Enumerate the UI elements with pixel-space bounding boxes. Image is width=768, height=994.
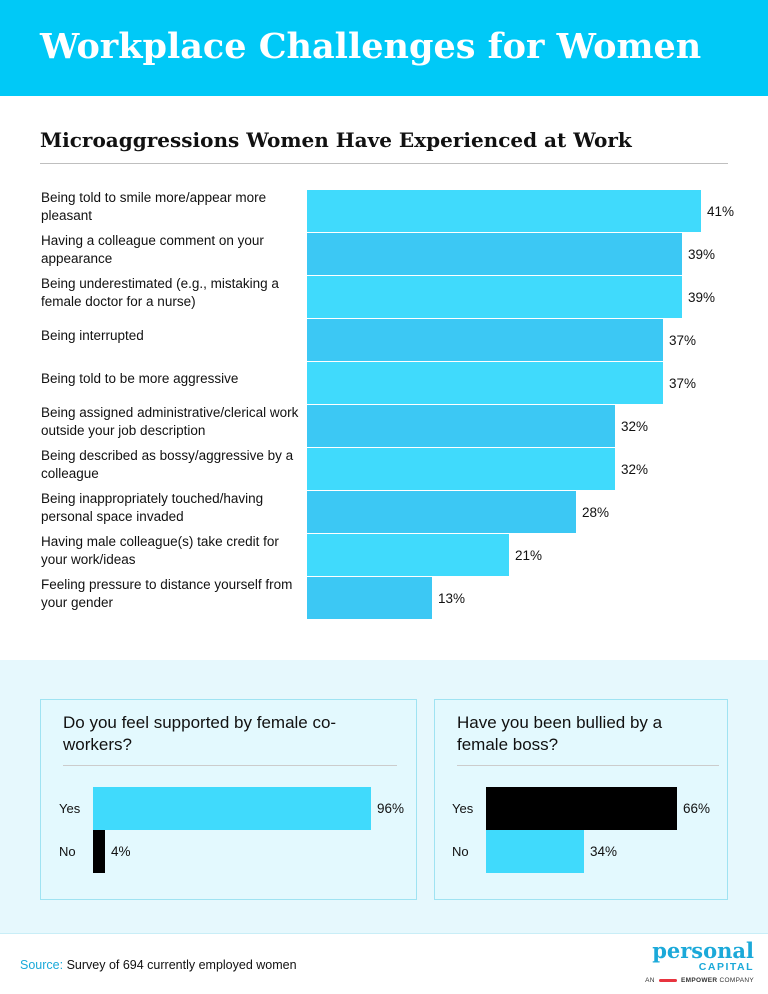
card-bar	[93, 787, 371, 830]
page-title: Workplace Challenges for Women	[40, 26, 702, 67]
card-category-label: No	[452, 843, 469, 859]
bar	[307, 448, 615, 490]
logo-tag-prefix: AN	[645, 977, 655, 984]
bar-category-label: Being told to be more aggressive	[41, 370, 239, 386]
card-divider	[63, 765, 397, 766]
bar	[307, 405, 615, 447]
bar-category-label: Having male colleague(s) take credit for…	[41, 533, 279, 567]
swoosh-icon	[658, 978, 677, 982]
bar-value-label: 37%	[669, 376, 697, 391]
bar	[307, 190, 701, 232]
source-text: Survey of 694 currently employed women	[66, 958, 297, 972]
title-divider	[40, 163, 728, 164]
card-title-bullied: Have you been bullied by a female boss?	[457, 713, 663, 754]
card-title-supported: Do you feel supported by female co-worke…	[63, 713, 337, 754]
card-bar	[486, 830, 584, 873]
bar-category-label: Feeling pressure to distance yourself fr…	[41, 576, 293, 610]
microaggressions-bar-chart: Being told to smile more/appear more ple…	[0, 185, 768, 625]
bar-category-label: Being interrupted	[41, 327, 144, 343]
bar-value-label: 32%	[621, 419, 649, 434]
bar-value-label: 21%	[515, 548, 543, 563]
bar-value-label: 32%	[621, 462, 649, 477]
logo-subword: CAPITAL	[698, 961, 754, 973]
bar-category-label: Being inappropriately touched/having per…	[41, 490, 264, 524]
card-category-label: Yes	[452, 800, 474, 816]
bar-category-label: Being underestimated (e.g., mistaking a …	[41, 275, 279, 309]
card-bar	[486, 787, 677, 830]
personal-capital-logo: personal CAPITAL AN EMPOWER COMPANY	[636, 940, 754, 988]
bar-category-label: Being assigned administrative/clerical w…	[41, 404, 299, 438]
card-value-label: 66%	[683, 800, 711, 816]
bar-value-label: 28%	[582, 505, 610, 520]
bar-value-label: 13%	[438, 591, 466, 606]
card-divider	[457, 765, 719, 766]
bar	[307, 491, 576, 533]
bar	[307, 534, 509, 576]
card-category-label: No	[59, 843, 76, 859]
bar-value-label: 41%	[707, 204, 735, 219]
card-value-label: 4%	[111, 843, 131, 859]
bar-value-label: 37%	[669, 333, 697, 348]
supported-by-coworkers-card: Do you feel supported by female co-worke…	[40, 699, 417, 900]
bar-category-label: Having a colleague comment on your appea…	[41, 232, 264, 266]
logo-wordmark: personal	[652, 938, 754, 963]
card-bar	[93, 830, 105, 873]
bar-value-label: 39%	[688, 290, 716, 305]
card-value-label: 34%	[590, 843, 618, 859]
logo-tag-suffix: COMPANY	[719, 977, 754, 984]
footer-divider	[0, 933, 768, 934]
main-chart-title: Microaggressions Women Have Experienced …	[40, 128, 632, 152]
bar-category-label: Being described as bossy/aggressive by a…	[41, 447, 294, 481]
source-note: Source: Survey of 694 currently employed…	[20, 958, 297, 972]
bullied-by-boss-card: Have you been bullied by a female boss? …	[434, 699, 728, 900]
bar	[307, 319, 663, 361]
card-value-label: 96%	[377, 800, 405, 816]
bar	[307, 276, 682, 318]
logo-tag-brand: EMPOWER	[681, 977, 718, 984]
bar-category-label: Being told to smile more/appear more ple…	[41, 189, 267, 223]
logo-tagline: AN EMPOWER COMPANY	[645, 977, 754, 984]
bar	[307, 233, 682, 275]
source-label: Source:	[20, 958, 64, 972]
bar	[307, 577, 432, 619]
bar-value-label: 39%	[688, 247, 716, 262]
bar	[307, 362, 663, 404]
card-category-label: Yes	[59, 800, 81, 816]
header-banner: Workplace Challenges for Women	[0, 0, 768, 96]
